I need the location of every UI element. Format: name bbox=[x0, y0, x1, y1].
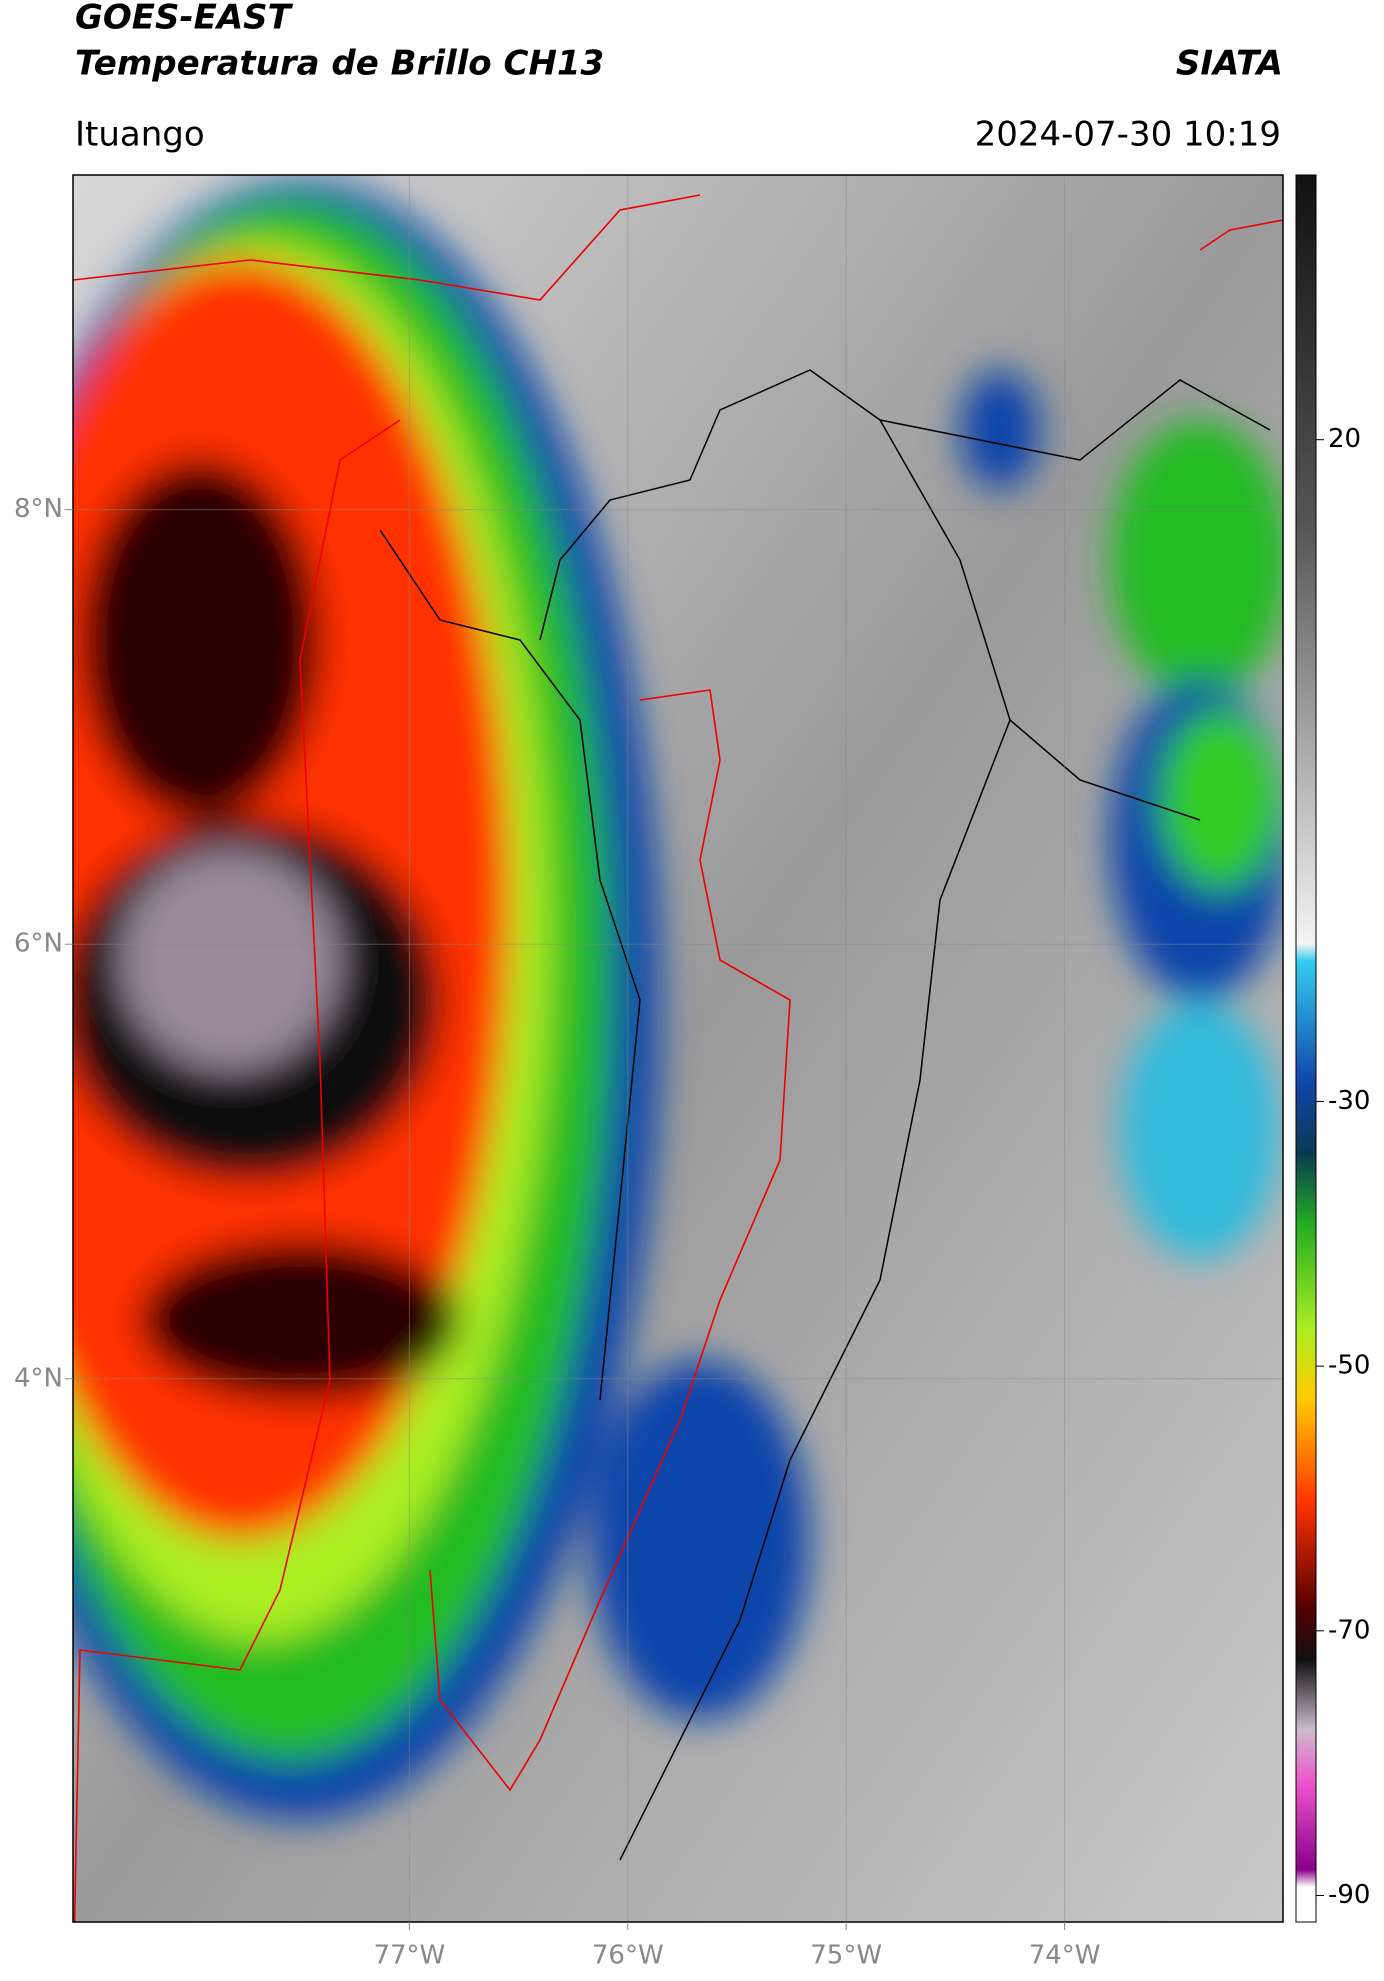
x-tick-label: 76°W bbox=[592, 1941, 664, 1971]
colorbar-tick-label: -50 bbox=[1328, 1351, 1370, 1381]
y-tick-label: 6°N bbox=[14, 929, 63, 959]
colorbar-tick-label: -30 bbox=[1328, 1086, 1370, 1116]
colorbar bbox=[1295, 174, 1317, 1923]
map-frame bbox=[72, 174, 1284, 1923]
location: Ituango bbox=[75, 115, 205, 155]
y-tick-label: 8°N bbox=[14, 494, 63, 524]
colorbar-tick-label: -70 bbox=[1328, 1615, 1370, 1645]
x-tick-label: 74°W bbox=[1029, 1941, 1101, 1971]
x-tick-label: 75°W bbox=[810, 1941, 882, 1971]
y-tick-label: 4°N bbox=[14, 1363, 63, 1393]
x-tick-label: 77°W bbox=[373, 1941, 445, 1971]
datetime: 2024-07-30 10:19 bbox=[975, 115, 1281, 155]
source: SIATA bbox=[1176, 44, 1283, 84]
title: GOES-EAST bbox=[75, 0, 294, 38]
colorbar-tick-label: 20 bbox=[1328, 424, 1361, 454]
satellite-image bbox=[73, 175, 1283, 1922]
subtitle: Temperatura de Brillo CH13 bbox=[75, 44, 604, 84]
colorbar-tick-label: -90 bbox=[1328, 1880, 1370, 1910]
